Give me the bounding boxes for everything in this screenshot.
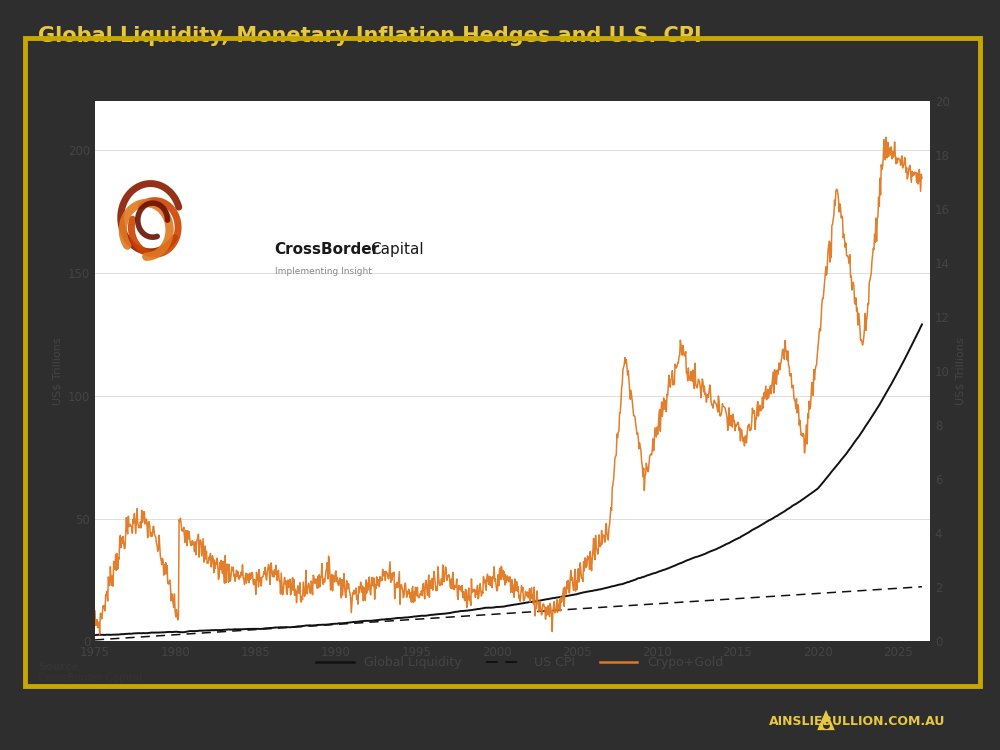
Text: CrossBorder Capital: CrossBorder Capital	[38, 673, 142, 682]
Text: AINSLIEBULLION.COM.AU: AINSLIEBULLION.COM.AU	[769, 715, 945, 728]
Legend: Global Liquidity, US CPI, Crypo+Gold: Global Liquidity, US CPI, Crypo+Gold	[311, 651, 729, 674]
Text: Global Liquidity, Monetary Inflation Hedges and U.S. CPI: Global Liquidity, Monetary Inflation Hed…	[38, 26, 702, 46]
Polygon shape	[817, 710, 835, 730]
Y-axis label: US$ Trillions: US$ Trillions	[955, 338, 965, 405]
Text: Implementing Insight: Implementing Insight	[275, 267, 371, 276]
Text: Source: Source	[38, 662, 79, 671]
Text: CrossBorder: CrossBorder	[275, 242, 380, 257]
Y-axis label: US$ Trillions: US$ Trillions	[52, 338, 62, 405]
Text: Capital: Capital	[371, 242, 424, 257]
